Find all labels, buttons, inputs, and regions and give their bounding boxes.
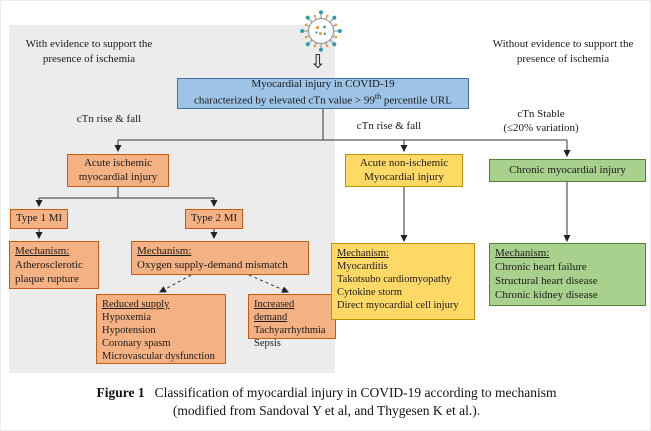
chronic-mechanism-title: Mechanism: — [495, 247, 550, 259]
type1-mechanism-line2: plaque rupture — [15, 272, 79, 285]
type1-mechanism-line1: Atherosclerotic — [15, 258, 83, 271]
non-ischemic-mechanism-item: Direct myocardial cell injury — [337, 300, 459, 312]
increased-demand-title: Increased demand — [254, 299, 295, 324]
root-line2-sup: th — [374, 92, 382, 102]
reduced-supply-box: Reduced supply Hypoxemia Hypotension Cor… — [96, 294, 226, 364]
type1-mi-box: Type 1 MI — [10, 209, 68, 229]
root-covid-box-line2: characterized by elevated cTn value > 99… — [178, 92, 468, 109]
acute-non-ischemic-line1: Acute non-ischemic — [359, 156, 449, 169]
right-evidence-note: Without evidence to support the presence… — [479, 37, 647, 67]
branch-label-ctn-rise-fall-left: cTn rise & fall — [76, 113, 142, 125]
acute-ischemic-line2: myocardial injury — [78, 170, 158, 183]
acute-ischemic-line1: Acute ischemic — [83, 156, 153, 169]
left-evidence-note-line2: presence of ischemia — [42, 52, 136, 65]
increased-demand-item: Tachyarrhythmia — [254, 325, 326, 337]
figure-caption-line2: (modified from Sandoval Y et al, and Thy… — [172, 403, 481, 419]
right-evidence-note-line2: presence of ischemia — [516, 52, 610, 65]
type2-mi-box: Type 2 MI — [185, 209, 243, 229]
left-evidence-note-line1: With evidence to support the — [25, 38, 153, 50]
figure-caption-label: Figure 1 — [96, 385, 145, 400]
root-covid-box-line1: Myocardial injury in COVID-19 — [251, 78, 395, 91]
reduced-supply-item: Microvascular dysfunction — [102, 351, 215, 363]
type2-mechanism-title: Mechanism: — [137, 245, 192, 257]
reduced-supply-item: Hypotension — [102, 325, 156, 337]
virus-icon — [297, 7, 345, 55]
figure-caption: Figure 1 Classification of myocardial inj… — [1, 384, 650, 420]
type1-mechanism-title: Mechanism: — [15, 245, 70, 257]
reduced-supply-title: Reduced supply — [102, 299, 170, 310]
increased-demand-item: Sepsis — [254, 338, 281, 350]
non-ischemic-mechanism-item: Takotsubo cardiomyopathy — [337, 274, 452, 286]
non-ischemic-mechanism-box: Mechanism: Myocarditis Takotsubo cardiom… — [331, 243, 475, 320]
branch-label-ctn-stable-line2: (≤20% variation) — [503, 121, 579, 134]
chronic-injury-box: Chronic myocardial injury — [489, 159, 646, 182]
type2-mechanism-box: Mechanism: Oxygen supply-demand mismatch — [131, 241, 309, 275]
branch-label-ctn-stable-line1: cTn Stable — [517, 108, 565, 120]
left-evidence-note: With evidence to support the presence of… — [17, 37, 161, 67]
type2-mechanism-line: Oxygen supply-demand mismatch — [137, 258, 288, 271]
root-line2-pre: characterized by elevated cTn value > 99 — [194, 94, 375, 107]
right-evidence-note-line1: Without evidence to support the — [492, 38, 634, 50]
non-ischemic-mechanism-item: Myocarditis — [337, 261, 388, 273]
acute-non-ischemic-box: Acute non-ischemic Myocardial injury — [345, 154, 463, 187]
branch-label-ctn-rise-fall-middle: cTn rise & fall — [356, 120, 422, 132]
non-ischemic-mechanism-title: Mechanism: — [337, 248, 389, 259]
figure-caption-text: Classification of myocardial injury in C… — [154, 385, 557, 400]
root-line2-post: percentile URL — [381, 94, 452, 107]
non-ischemic-mechanism-item: Cytokine storm — [337, 287, 403, 299]
chronic-mechanism-item: Chronic heart failure — [495, 260, 587, 273]
increased-demand-box: Increased demand Tachyarrhythmia Sepsis — [248, 294, 336, 349]
acute-ischemic-box: Acute ischemic myocardial injury — [67, 154, 169, 187]
figure-caption-line1: Figure 1 Classification of myocardial inj… — [1, 384, 650, 402]
chronic-mechanism-item: Chronic kidney disease — [495, 288, 598, 301]
reduced-supply-item: Coronary spasm — [102, 338, 171, 350]
double-down-arrow-icon: ⇩ — [310, 51, 326, 73]
chronic-mechanism-box: Mechanism: Chronic heart failure Structu… — [489, 243, 646, 306]
type1-mechanism-box: Mechanism: Atherosclerotic plaque ruptur… — [9, 241, 99, 289]
reduced-supply-item: Hypoxemia — [102, 312, 151, 324]
chronic-mechanism-item: Structural heart disease — [495, 274, 598, 287]
root-covid-box: Myocardial injury in COVID-19 characteri… — [177, 78, 469, 109]
acute-non-ischemic-line2: Myocardial injury — [364, 170, 444, 183]
branch-label-ctn-stable: cTn Stable (≤20% variation) — [493, 108, 589, 136]
